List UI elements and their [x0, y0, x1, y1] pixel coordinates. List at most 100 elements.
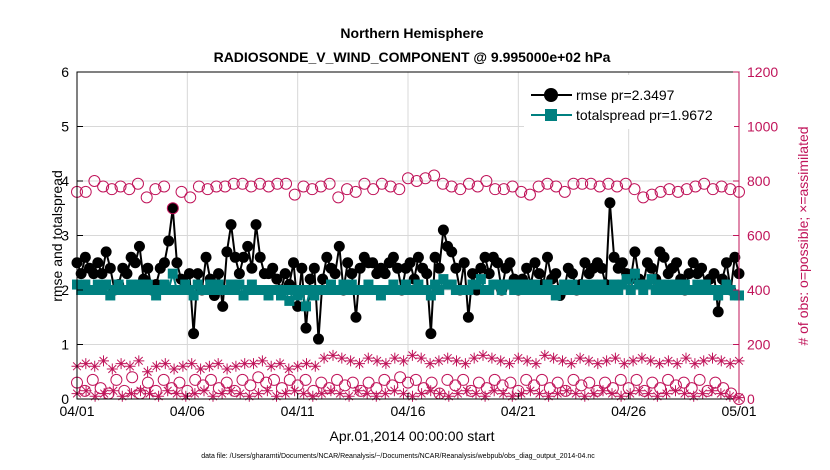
totalspread-point [525, 285, 536, 295]
obs-possible-point [332, 191, 345, 204]
totalspread-point [725, 285, 736, 295]
obs-possible-point [323, 177, 336, 190]
totalspread-point [521, 279, 532, 290]
rmse-point [708, 268, 720, 280]
rmse-point [342, 257, 354, 269]
rmse-point [712, 306, 724, 318]
obs-assimilated-point [243, 390, 255, 402]
obs-possible-point [86, 373, 99, 386]
obs-assimilated-point [407, 390, 418, 402]
rmse-point [171, 257, 183, 269]
obs-assimilated-point [583, 355, 595, 367]
totalspread-point [213, 279, 224, 290]
obs-assimilated-point [495, 355, 507, 367]
y2-axis-label: # of obs: o=possible; ×=assimilated [795, 126, 811, 345]
legend-totalspread-marker [545, 109, 557, 121]
obs-assimilated-point [325, 385, 337, 397]
obs-assimilated-point [661, 388, 672, 400]
obs-assimilated-point [512, 352, 524, 364]
y-tick-label: 0 [61, 391, 69, 407]
totalspread-point [263, 290, 274, 301]
obs-assimilated-point [89, 360, 101, 372]
obs-possible-point [436, 177, 449, 190]
totalspread-point [579, 279, 590, 290]
plot-series [71, 169, 745, 405]
rmse-point [392, 262, 404, 274]
totalspread-point [371, 285, 382, 295]
obs-assimilated-point [388, 385, 400, 397]
obs-assimilated-point [98, 355, 109, 367]
totalspread-point [400, 279, 411, 290]
obs-possible-point [567, 177, 580, 190]
obs-possible-point [375, 177, 388, 190]
totalspread-point [101, 279, 112, 290]
obs-assimilated-point [168, 363, 180, 375]
rmse-point [329, 268, 341, 280]
rmse-point [616, 257, 628, 269]
obs-assimilated-point [234, 388, 246, 400]
totalspread-point [325, 279, 336, 290]
rmse-point [242, 240, 254, 252]
rmse-point [296, 262, 308, 274]
rmse-point [312, 333, 324, 345]
totalspread-point [105, 290, 116, 301]
obs-assimilated-point [159, 358, 171, 370]
rmse-point [104, 262, 116, 274]
obs-assimilated-point [459, 358, 471, 370]
rmse-point [529, 257, 541, 269]
obs-possible-point [471, 180, 484, 193]
obs-assimilated-point [230, 360, 242, 372]
obs-assimilated-point [724, 390, 736, 402]
obs-possible-point [583, 376, 596, 389]
x-axis-label: Apr.01,2014 00:00:00 start [329, 428, 494, 444]
legend-box [524, 75, 734, 129]
rmse-point [533, 268, 545, 280]
obs-assimilated-point [561, 385, 573, 397]
obs-assimilated-point [150, 360, 162, 372]
totalspread-point [484, 285, 495, 295]
obs-assimilated-point [162, 385, 174, 397]
rmse-point [133, 240, 145, 252]
obs-possible-point [541, 177, 554, 190]
obs-possible-point [244, 379, 257, 392]
rmse-point [292, 300, 304, 312]
rmse-point [421, 268, 433, 280]
totalspread-point [180, 279, 191, 290]
rmse-point [213, 268, 225, 280]
totalspread-point [167, 268, 178, 279]
obs-possible-point [149, 183, 162, 196]
obs-assimilated-point [307, 390, 319, 402]
rmse-point [267, 262, 279, 274]
obs-assimilated-point [362, 352, 374, 364]
obs-assimilated-point [662, 355, 674, 367]
obs-assimilated-point [89, 390, 101, 402]
x-tick-label: 04/06 [170, 403, 205, 419]
obs-possible-point [428, 169, 441, 182]
obs-assimilated-point [292, 360, 304, 372]
totalspread-point [226, 279, 237, 290]
totalspread-point [675, 285, 686, 295]
obs-assimilated-point [221, 363, 233, 375]
y2-tick-label: 200 [747, 337, 771, 353]
obs-possible-point [506, 180, 519, 193]
obs-assimilated-point [115, 358, 127, 370]
obs-possible-point [630, 373, 643, 386]
obs-assimilated-point [424, 358, 436, 370]
obs-assimilated-point [80, 358, 92, 370]
obs-possible-point [210, 180, 223, 193]
totalspread-point [138, 285, 149, 295]
rmse-point [317, 273, 329, 285]
obs-assimilated-point [574, 352, 586, 364]
totalspread-point [538, 285, 549, 295]
obs-possible-point [425, 376, 438, 389]
obs-assimilated-point [461, 385, 473, 397]
rmse-point [254, 251, 266, 263]
obs-possible-point [550, 180, 563, 193]
obs-possible-point [535, 373, 548, 386]
obs-assimilated-point [416, 388, 428, 400]
rmse-point [483, 268, 495, 280]
rmse-point [412, 251, 424, 263]
legend-rmse-label: rmse pr=2.3497 [576, 87, 675, 103]
rmse-point [450, 262, 462, 274]
rmse-point [367, 257, 379, 269]
